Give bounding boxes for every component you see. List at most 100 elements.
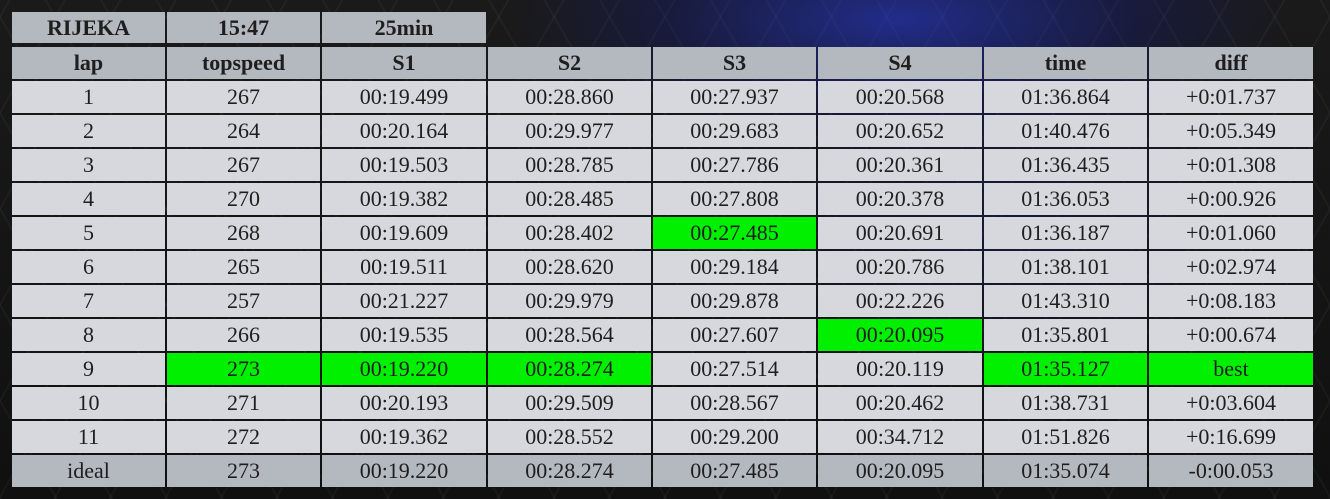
lap-time-cell: 01:43.310 bbox=[984, 285, 1147, 317]
lap-s4-cell: 00:20.786 bbox=[818, 251, 982, 283]
lap-time-cell: 01:35.127 bbox=[984, 353, 1147, 385]
column-header-s2: S2 bbox=[488, 47, 651, 79]
column-header-topspeed: topspeed bbox=[167, 47, 320, 79]
lap-s3-cell: 00:29.878 bbox=[653, 285, 816, 317]
track-name: RIJEKA bbox=[12, 12, 165, 43]
lap-s3-cell: 00:27.485 bbox=[653, 217, 816, 249]
lap-time-cell: 01:38.101 bbox=[984, 251, 1147, 283]
lap-lap-cell: 3 bbox=[12, 149, 165, 181]
lap-s1-cell: 00:19.382 bbox=[322, 183, 486, 215]
lap-lap-cell: 8 bbox=[12, 319, 165, 351]
lap-lap-cell: 4 bbox=[12, 183, 165, 215]
lap-s4-cell: 00:20.119 bbox=[818, 353, 982, 385]
lap-s4-cell: 00:20.095 bbox=[818, 319, 982, 351]
ideal-s4-cell: 00:20.095 bbox=[818, 455, 982, 487]
lap-s1-cell: 00:19.499 bbox=[322, 81, 486, 113]
column-header-s4: S4 bbox=[818, 47, 982, 79]
lap-s4-cell: 00:20.378 bbox=[818, 183, 982, 215]
lap-diff-cell: +0:01.737 bbox=[1149, 81, 1313, 113]
lap-s4-cell: 00:20.652 bbox=[818, 115, 982, 147]
lap-s2-cell: 00:28.274 bbox=[488, 353, 651, 385]
lap-s4-cell: 00:20.361 bbox=[818, 149, 982, 181]
ideal-s2-cell: 00:28.274 bbox=[488, 455, 651, 487]
lap-s1-cell: 00:19.503 bbox=[322, 149, 486, 181]
lap-time-cell: 01:35.801 bbox=[984, 319, 1147, 351]
lap-topspeed-cell: 271 bbox=[167, 387, 320, 419]
lap-s2-cell: 00:28.564 bbox=[488, 319, 651, 351]
lap-s2-cell: 00:29.979 bbox=[488, 285, 651, 317]
lap-s4-cell: 00:34.712 bbox=[818, 421, 982, 453]
session-duration: 25min bbox=[322, 12, 486, 43]
lap-lap-cell: 9 bbox=[12, 353, 165, 385]
ideal-time-cell: 01:35.074 bbox=[984, 455, 1147, 487]
column-header-lap: lap bbox=[12, 47, 165, 79]
lap-s3-cell: 00:27.607 bbox=[653, 319, 816, 351]
lap-diff-cell: +0:00.674 bbox=[1149, 319, 1313, 351]
lap-diff-cell: +0:08.183 bbox=[1149, 285, 1313, 317]
lap-lap-cell: 5 bbox=[12, 217, 165, 249]
lap-s3-cell: 00:29.200 bbox=[653, 421, 816, 453]
lap-s4-cell: 00:22.226 bbox=[818, 285, 982, 317]
lap-s2-cell: 00:28.620 bbox=[488, 251, 651, 283]
lap-diff-cell: +0:01.308 bbox=[1149, 149, 1313, 181]
lap-time-cell: 01:36.053 bbox=[984, 183, 1147, 215]
lap-topspeed-cell: 265 bbox=[167, 251, 320, 283]
lap-s4-cell: 00:20.568 bbox=[818, 81, 982, 113]
lap-diff-cell: +0:01.060 bbox=[1149, 217, 1313, 249]
ideal-diff-cell: -0:00.053 bbox=[1149, 455, 1313, 487]
lap-s4-cell: 00:20.462 bbox=[818, 387, 982, 419]
session-clock: 15:47 bbox=[167, 12, 320, 43]
lap-s3-cell: 00:27.786 bbox=[653, 149, 816, 181]
ideal-s1-cell: 00:19.220 bbox=[322, 455, 486, 487]
lap-s1-cell: 00:19.362 bbox=[322, 421, 486, 453]
lap-s1-cell: 00:19.220 bbox=[322, 353, 486, 385]
lap-diff-cell: +0:00.926 bbox=[1149, 183, 1313, 215]
lap-diff-cell: +0:03.604 bbox=[1149, 387, 1313, 419]
lap-time-cell: 01:36.187 bbox=[984, 217, 1147, 249]
column-header-time: time bbox=[984, 47, 1147, 79]
lap-time-cell: 01:51.826 bbox=[984, 421, 1147, 453]
lap-topspeed-cell: 266 bbox=[167, 319, 320, 351]
lap-lap-cell: 7 bbox=[12, 285, 165, 317]
lap-s3-cell: 00:28.567 bbox=[653, 387, 816, 419]
column-header-s1: S1 bbox=[322, 47, 486, 79]
lap-topspeed-cell: 273 bbox=[167, 353, 320, 385]
ideal-s3-cell: 00:27.485 bbox=[653, 455, 816, 487]
lap-s3-cell: 00:27.808 bbox=[653, 183, 816, 215]
lap-s1-cell: 00:19.609 bbox=[322, 217, 486, 249]
lap-lap-cell: 11 bbox=[12, 421, 165, 453]
lap-s2-cell: 00:28.485 bbox=[488, 183, 651, 215]
lap-topspeed-cell: 267 bbox=[167, 81, 320, 113]
lap-s3-cell: 00:29.683 bbox=[653, 115, 816, 147]
lap-diff-cell: +0:05.349 bbox=[1149, 115, 1313, 147]
lap-s2-cell: 00:28.402 bbox=[488, 217, 651, 249]
lap-s2-cell: 00:29.977 bbox=[488, 115, 651, 147]
lap-s3-cell: 00:29.184 bbox=[653, 251, 816, 283]
lap-topspeed-cell: 264 bbox=[167, 115, 320, 147]
lap-time-cell: 01:36.435 bbox=[984, 149, 1147, 181]
lap-diff-cell: +0:16.699 bbox=[1149, 421, 1313, 453]
ideal-lap-cell: ideal bbox=[12, 455, 165, 487]
lap-s1-cell: 00:20.193 bbox=[322, 387, 486, 419]
lap-s2-cell: 00:29.509 bbox=[488, 387, 651, 419]
lap-time-cell: 01:36.864 bbox=[984, 81, 1147, 113]
column-header-s3: S3 bbox=[653, 47, 816, 79]
lap-s3-cell: 00:27.514 bbox=[653, 353, 816, 385]
lap-topspeed-cell: 267 bbox=[167, 149, 320, 181]
lap-lap-cell: 10 bbox=[12, 387, 165, 419]
lap-s1-cell: 00:20.164 bbox=[322, 115, 486, 147]
lap-lap-cell: 1 bbox=[12, 81, 165, 113]
lap-topspeed-cell: 257 bbox=[167, 285, 320, 317]
lap-s1-cell: 00:21.227 bbox=[322, 285, 486, 317]
lap-s1-cell: 00:19.511 bbox=[322, 251, 486, 283]
column-header-diff: diff bbox=[1149, 47, 1313, 79]
lap-time-cell: 01:38.731 bbox=[984, 387, 1147, 419]
lap-topspeed-cell: 272 bbox=[167, 421, 320, 453]
lap-s4-cell: 00:20.691 bbox=[818, 217, 982, 249]
lap-s2-cell: 00:28.860 bbox=[488, 81, 651, 113]
lap-diff-cell: best bbox=[1149, 353, 1313, 385]
lap-diff-cell: +0:02.974 bbox=[1149, 251, 1313, 283]
ideal-topspeed-cell: 273 bbox=[167, 455, 320, 487]
lap-lap-cell: 6 bbox=[12, 251, 165, 283]
